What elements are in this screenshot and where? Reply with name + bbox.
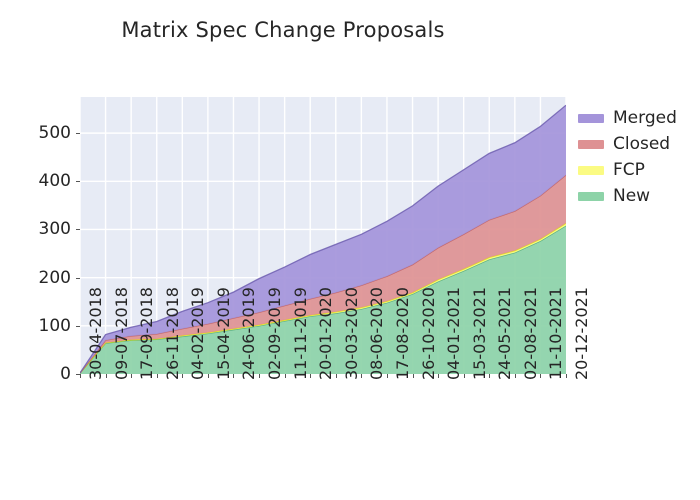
legend-swatch-icon <box>578 113 604 123</box>
y-tick-label: 0 <box>60 364 71 384</box>
x-tick-mark <box>259 374 261 378</box>
x-tick-mark <box>284 374 286 378</box>
legend-label: Closed <box>613 134 671 154</box>
legend-swatch-icon <box>578 191 604 201</box>
x-tick-mark <box>438 374 440 378</box>
legend-label: FCP <box>613 160 645 180</box>
x-tick-label: 20-12-2021 <box>572 287 591 380</box>
x-tick-mark <box>361 374 363 378</box>
y-tick-label: 400 <box>38 171 71 192</box>
x-tick-mark <box>514 374 516 378</box>
legend-swatch-icon <box>578 165 604 175</box>
x-tick-mark <box>182 374 184 378</box>
x-tick-mark <box>412 374 414 378</box>
y-tick-label: 500 <box>38 123 71 144</box>
y-tick-label: 300 <box>38 219 71 240</box>
area-edge-merged <box>80 104 566 374</box>
y-tick-label: 100 <box>38 315 71 336</box>
x-tick-mark <box>233 374 235 378</box>
x-tick-mark <box>207 374 209 378</box>
legend-item-fcp[interactable]: FCP <box>578 157 698 183</box>
chart-legend: Merged Closed FCP New <box>578 105 698 209</box>
legend-item-new[interactable]: New <box>578 183 698 209</box>
x-tick-mark <box>566 374 567 378</box>
stacked-area-plot <box>80 97 566 374</box>
x-tick-mark <box>335 374 337 378</box>
y-tick-mark <box>76 374 80 375</box>
x-tick-mark <box>80 374 81 378</box>
x-tick-mark <box>489 374 491 378</box>
legend-label: New <box>613 186 651 206</box>
x-tick-mark <box>463 374 465 378</box>
legend-label: Merged <box>613 108 677 128</box>
legend-swatch-icon <box>578 139 604 149</box>
y-tick-label: 200 <box>38 267 71 288</box>
x-tick-mark <box>540 374 542 378</box>
x-tick-mark <box>131 374 133 378</box>
legend-item-closed[interactable]: Closed <box>578 131 698 157</box>
plot-area <box>80 97 566 374</box>
area-series-new <box>80 225 566 374</box>
area-series-merged <box>80 105 566 374</box>
chart-title: Matrix Spec Change Proposals <box>121 18 445 42</box>
x-tick-mark <box>386 374 388 378</box>
area-edge-fcp <box>80 222 566 374</box>
x-tick-mark <box>105 374 107 378</box>
x-tick-mark <box>156 374 158 378</box>
legend-item-merged[interactable]: Merged <box>578 105 698 131</box>
x-tick-mark <box>310 374 312 378</box>
